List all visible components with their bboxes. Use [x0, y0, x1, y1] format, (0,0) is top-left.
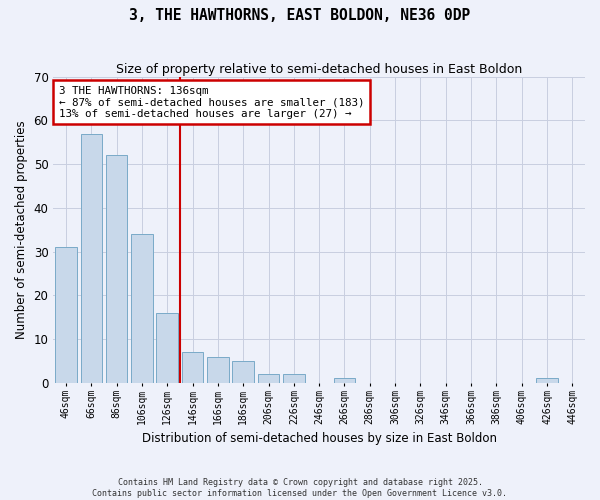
Text: 3, THE HAWTHORNS, EAST BOLDON, NE36 0DP: 3, THE HAWTHORNS, EAST BOLDON, NE36 0DP: [130, 8, 470, 22]
Text: Contains HM Land Registry data © Crown copyright and database right 2025.
Contai: Contains HM Land Registry data © Crown c…: [92, 478, 508, 498]
Bar: [182, 352, 203, 383]
Bar: [207, 356, 229, 383]
Bar: [131, 234, 152, 383]
Bar: [536, 378, 558, 383]
Text: 3 THE HAWTHORNS: 136sqm
← 87% of semi-detached houses are smaller (183)
13% of s: 3 THE HAWTHORNS: 136sqm ← 87% of semi-de…: [59, 86, 364, 119]
Y-axis label: Number of semi-detached properties: Number of semi-detached properties: [15, 120, 28, 339]
Title: Size of property relative to semi-detached houses in East Boldon: Size of property relative to semi-detach…: [116, 62, 522, 76]
Bar: [232, 361, 254, 383]
Bar: [157, 313, 178, 383]
Bar: [55, 248, 77, 383]
Bar: [80, 134, 102, 383]
Bar: [334, 378, 355, 383]
X-axis label: Distribution of semi-detached houses by size in East Boldon: Distribution of semi-detached houses by …: [142, 432, 497, 445]
Bar: [258, 374, 279, 383]
Bar: [106, 156, 127, 383]
Bar: [283, 374, 305, 383]
